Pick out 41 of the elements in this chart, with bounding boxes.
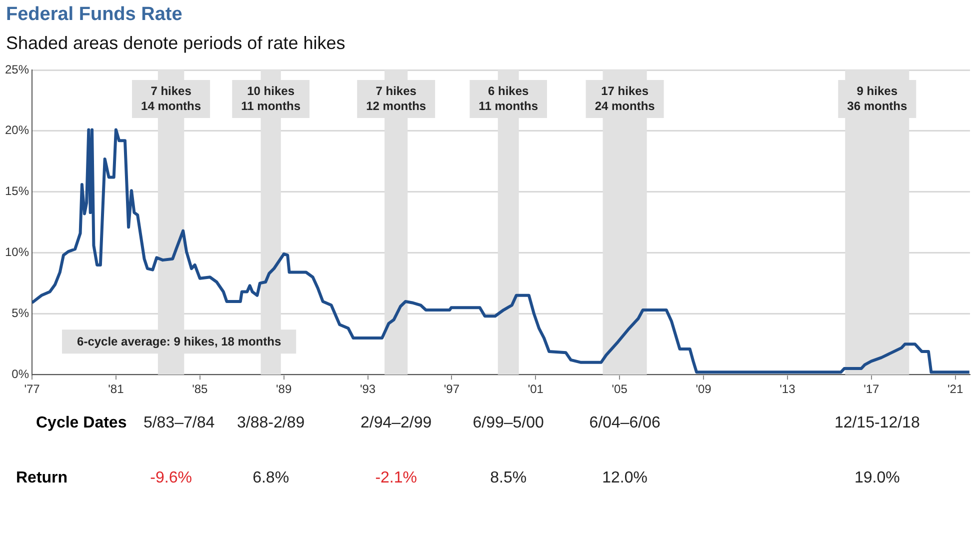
text: 6/04–6/06 [589, 414, 660, 432]
chart-subtitle: Shaded areas denote periods of rate hikes [6, 33, 346, 53]
text: 12.0% [602, 470, 648, 487]
y-tick-label: 20% [4, 123, 30, 138]
band-label: 6 hikes 11 months [478, 84, 538, 113]
x-tick-label: '01 [528, 382, 544, 396]
x-tick-label: '93 [360, 382, 376, 396]
x-tick-label: '81 [108, 382, 124, 396]
x-tick-label: '21 [947, 382, 964, 396]
text: Return [16, 470, 68, 487]
y-tick-label: 15% [4, 184, 30, 198]
band-label: 7 hikes 12 months [366, 84, 426, 113]
text: 12/15-12/18 [834, 414, 920, 432]
text: 2/94–2/99 [360, 414, 432, 432]
text: -9.6% [150, 470, 192, 487]
text: -2.1% [375, 470, 417, 487]
x-tick-label: '77 [24, 382, 40, 396]
x-tick-label: '85 [192, 382, 208, 396]
band-label: 10 hikes 11 months [241, 84, 301, 113]
band-label: 7 hikes 14 months [141, 84, 202, 113]
chart-title: Federal Funds Rate [6, 4, 182, 25]
text: 8.5% [490, 470, 527, 487]
x-tick-label: '89 [276, 382, 292, 396]
y-tick-label: 0% [12, 366, 30, 381]
y-tick-label: 5% [12, 306, 30, 320]
y-tick-label: 25% [4, 62, 30, 76]
text: 3/88-2/89 [237, 414, 305, 432]
text: Cycle Dates [36, 414, 127, 432]
x-tick-label: '05 [612, 382, 628, 396]
y-tick-label: 10% [4, 245, 30, 260]
annotation: 6-cycle average: 9 hikes, 18 months [77, 334, 282, 349]
x-tick-label: '09 [696, 382, 712, 396]
text: 6/99–5/00 [472, 414, 544, 432]
x-tick-label: '17 [864, 382, 880, 396]
x-tick-label: '97 [444, 382, 460, 396]
band-label: 17 hikes 24 months [594, 84, 656, 113]
band-label: 9 hikes 36 months [847, 84, 908, 113]
text: 19.0% [854, 470, 900, 487]
x-tick-label: '13 [780, 382, 796, 396]
text: 5/83–7/84 [143, 414, 215, 432]
text: 6.8% [252, 470, 290, 487]
